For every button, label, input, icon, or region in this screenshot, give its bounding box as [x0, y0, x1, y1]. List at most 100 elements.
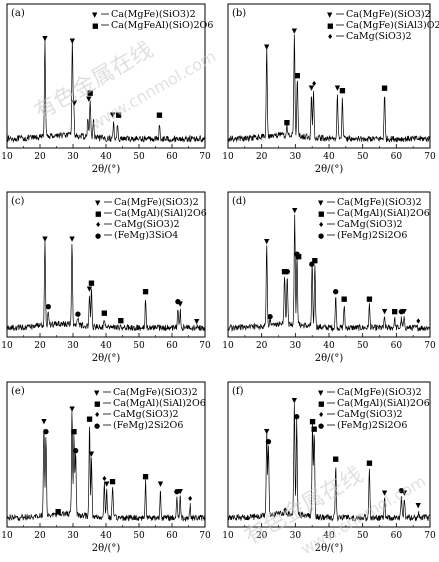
watermark-text: 有色金属在线	[31, 38, 158, 126]
peak-marker: ■	[115, 111, 122, 119]
legend-label: Ca(MgAl)(SiAl)2O6	[113, 398, 206, 409]
peak-marker: ●	[398, 486, 404, 494]
x-tick-label: 60	[166, 152, 178, 162]
x-tick-label: 40	[100, 152, 112, 162]
peak-marker: ■	[381, 84, 388, 92]
peak-marker: ●	[43, 428, 49, 436]
legend-label: Ca(MgFe)(SiO3)2	[346, 9, 431, 20]
legend-symbol: ●	[94, 422, 100, 430]
peak-marker: ■	[156, 111, 163, 119]
peak-marker: ■	[71, 428, 78, 436]
peak-marker: ■	[118, 316, 125, 324]
x-tick-label: 30	[290, 531, 302, 541]
x-tick-label: 10	[1, 341, 13, 351]
peak-marker: ■	[281, 268, 288, 276]
legend-symbol: ■	[92, 22, 99, 30]
legend-label: (FeMg)2Si2O6	[337, 230, 407, 241]
panel-label: (d)	[232, 196, 246, 207]
xrd-pattern-line	[227, 34, 431, 143]
legend-label: Ca(MgFe)(SiO3)2	[337, 387, 422, 398]
x-tick-label: 20	[34, 531, 46, 541]
peak-marker: ●	[294, 250, 300, 258]
peak-marker: ■	[88, 279, 95, 287]
peak-marker: ▼	[264, 428, 270, 436]
peak-marker: ■	[86, 415, 93, 423]
peak-marker: ▼	[401, 308, 407, 316]
x-tick-label: 70	[424, 531, 436, 541]
peak-marker: ▼	[86, 95, 92, 103]
legend: ▼ Ca(MgFe)(SiO3)2 ■ Ca(MgAl)(SiAl)2O6 ♦ CaMg(…	[94, 387, 206, 431]
x-tick-label: 40	[323, 341, 335, 351]
legend-symbol: ▼	[92, 11, 98, 19]
peak-marker: ▼	[104, 480, 110, 488]
x-tick-label: 50	[357, 531, 369, 541]
peak-marker: ▼	[87, 285, 93, 293]
peak-marker: ●	[75, 310, 81, 318]
peak-marker: ■	[309, 418, 316, 426]
legend-symbol: ■	[327, 22, 334, 30]
legend-symbol: ▼	[95, 199, 101, 207]
x-tick-label: 20	[256, 341, 268, 351]
peak-marker: ▼	[292, 27, 298, 35]
peak-marker: ▼	[178, 488, 184, 496]
x-tick-label: 30	[67, 152, 79, 162]
peak-marker: ▼	[72, 99, 78, 107]
peak-marker: ●	[267, 313, 273, 321]
x-tick-label: 30	[67, 531, 79, 541]
x-tick-label: 20	[256, 152, 268, 162]
legend: ▼ Ca(MgFe)(SiO3)2 ■ Ca(MgFe)(SiAl3)O2 ♦ CaMg(…	[327, 9, 439, 42]
peak-marker: ■	[284, 119, 291, 127]
x-tick-label: 20	[34, 341, 46, 351]
peak-marker: ■	[294, 72, 301, 80]
panel-label: (f)	[232, 386, 244, 397]
legend-symbol: ■	[95, 210, 102, 218]
peak-marker: ▼	[264, 238, 270, 246]
legend-label: Ca(MgAl)(SiAl)2O6	[337, 208, 430, 219]
peak-marker: ■	[142, 288, 149, 296]
legend-symbol: ■	[318, 210, 325, 218]
x-axis-title: 2θ/(°)	[92, 164, 121, 175]
peak-marker: ●	[398, 308, 404, 316]
peak-marker: ▼	[382, 489, 388, 497]
peak-marker: ▼	[69, 235, 75, 243]
peak-marker: ▼	[42, 235, 48, 243]
peak-marker: ●	[265, 438, 271, 446]
legend-symbol: ▼	[327, 11, 333, 19]
legend-symbol: ●	[318, 232, 324, 240]
legend-symbol: ●	[95, 232, 101, 240]
peak-marker: ●	[174, 488, 180, 496]
legend-label: Ca(MgAl)(SiAl)2O6	[114, 208, 207, 219]
panel-label: (a)	[11, 8, 25, 19]
peak-marker: ■	[142, 473, 149, 481]
peak-marker: ■	[366, 295, 373, 303]
legend: ▼ Ca(MgFe)(SiO3)2 ■ Ca(MgFeAl)(SiO)2O6	[92, 9, 213, 31]
x-tick-label: 10	[222, 341, 234, 351]
peak-marker: ♦	[101, 475, 107, 483]
peak-marker: ■	[109, 478, 116, 486]
peak-marker: ■	[366, 459, 373, 467]
peak-marker: ■	[332, 455, 339, 463]
legend-label: (FeMg)2Si2O6	[113, 420, 183, 431]
peak-marker: ♦	[282, 506, 288, 514]
x-tick-label: 10	[1, 531, 13, 541]
peak-marker: ●	[333, 288, 339, 296]
legend-label: Ca(MgFe)(SiO3)2	[114, 197, 199, 208]
legend-symbol: ▼	[318, 199, 324, 207]
legend-label: Ca(MgFeAl)(SiO)2O6	[111, 20, 213, 31]
x-tick-label: 50	[133, 531, 145, 541]
legend: ▼ Ca(MgFe)(SiO3)2 ■ Ca(MgAl)(SiAl)2O6 ♦ CaMg(…	[95, 197, 207, 241]
x-axis-title: 2θ/(°)	[92, 543, 121, 554]
legend-symbol: ♦	[318, 221, 324, 229]
legend-symbol: ♦	[327, 33, 333, 41]
x-tick-label: 20	[34, 152, 46, 162]
peak-marker: ■	[101, 309, 108, 317]
peak-marker: ●	[309, 260, 315, 268]
x-tick-label: 60	[391, 531, 403, 541]
peak-marker: ■	[87, 89, 94, 97]
legend-symbol: ●	[318, 422, 324, 430]
